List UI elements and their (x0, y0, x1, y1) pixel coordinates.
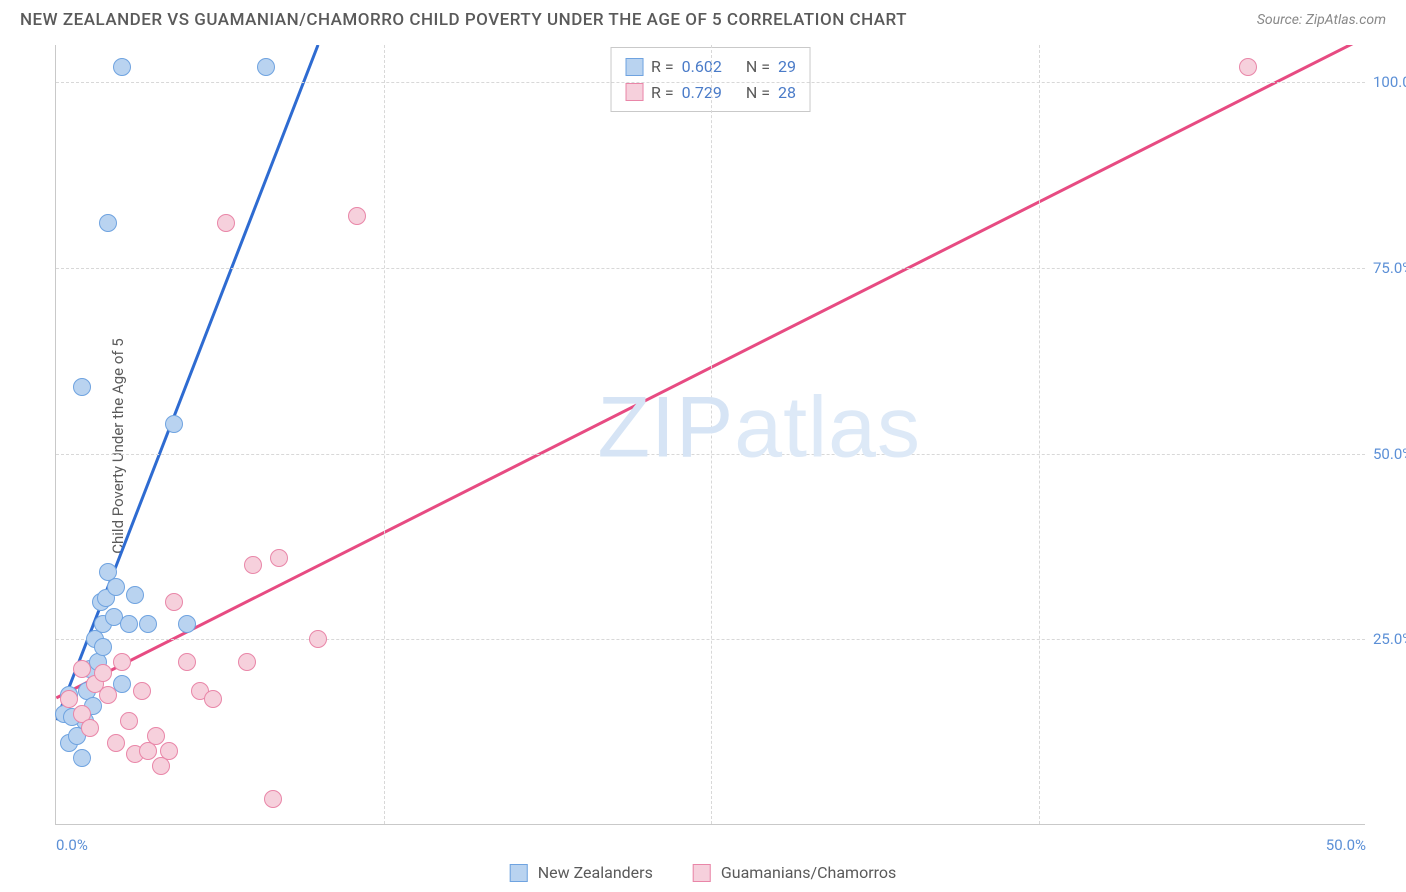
plot-region: R = 0.602 N = 29 R = 0.729 N = 28 25.0%5… (55, 45, 1365, 825)
data-point (120, 712, 138, 730)
y-tick-label: 100.0% (1373, 73, 1406, 91)
data-point (139, 615, 157, 633)
n-label: N = (746, 80, 770, 106)
data-point (113, 653, 131, 671)
legend-swatch (625, 58, 643, 76)
data-point (73, 660, 91, 678)
data-point (99, 214, 117, 232)
chart-area: R = 0.602 N = 29 R = 0.729 N = 28 25.0%5… (55, 45, 1365, 825)
data-point (99, 686, 117, 704)
n-value: 29 (778, 54, 796, 80)
gridline-v (711, 45, 712, 824)
x-tick-label: 50.0% (1326, 836, 1366, 854)
series-name: Guamanians/Chamorros (721, 863, 896, 882)
data-point (1239, 58, 1257, 76)
n-value: 28 (778, 80, 796, 106)
data-point (107, 578, 125, 596)
series-legend: New Zealanders Guamanians/Chamorros (510, 863, 897, 882)
gridline-v (384, 45, 385, 824)
y-tick-label: 50.0% (1373, 445, 1406, 463)
data-point (204, 690, 222, 708)
data-point (270, 549, 288, 567)
legend-item: New Zealanders (510, 863, 653, 882)
data-point (120, 615, 138, 633)
data-point (147, 727, 165, 745)
x-tick-label: 0.0% (56, 836, 88, 854)
series-name: New Zealanders (538, 863, 653, 882)
source-label: Source: ZipAtlas.com (1257, 12, 1386, 28)
n-label: N = (746, 54, 770, 80)
data-point (178, 615, 196, 633)
data-point (113, 58, 131, 76)
data-point (178, 653, 196, 671)
r-label: R = (651, 54, 674, 80)
data-point (244, 556, 262, 574)
data-point (133, 682, 151, 700)
data-point (107, 734, 125, 752)
data-point (73, 749, 91, 767)
data-point (217, 214, 235, 232)
data-point (60, 690, 78, 708)
legend-swatch (693, 864, 711, 882)
legend-item: Guamanians/Chamorros (693, 863, 896, 882)
gridline-v (1039, 45, 1040, 824)
data-point (165, 593, 183, 611)
r-label: R = (651, 80, 674, 106)
r-value: 0.729 (682, 80, 722, 106)
r-value: 0.602 (682, 54, 722, 80)
legend-swatch (510, 864, 528, 882)
data-point (238, 653, 256, 671)
y-tick-label: 25.0% (1373, 630, 1406, 648)
chart-header: NEW ZEALANDER VS GUAMANIAN/CHAMORRO CHIL… (0, 0, 1406, 35)
data-point (264, 790, 282, 808)
data-point (309, 630, 327, 648)
chart-title: NEW ZEALANDER VS GUAMANIAN/CHAMORRO CHIL… (20, 10, 907, 30)
data-point (160, 742, 178, 760)
data-point (94, 638, 112, 656)
y-tick-label: 75.0% (1373, 259, 1406, 277)
data-point (94, 664, 112, 682)
data-point (81, 719, 99, 737)
legend-swatch (625, 83, 643, 101)
data-point (348, 207, 366, 225)
data-point (73, 378, 91, 396)
data-point (257, 58, 275, 76)
data-point (165, 415, 183, 433)
data-point (126, 586, 144, 604)
